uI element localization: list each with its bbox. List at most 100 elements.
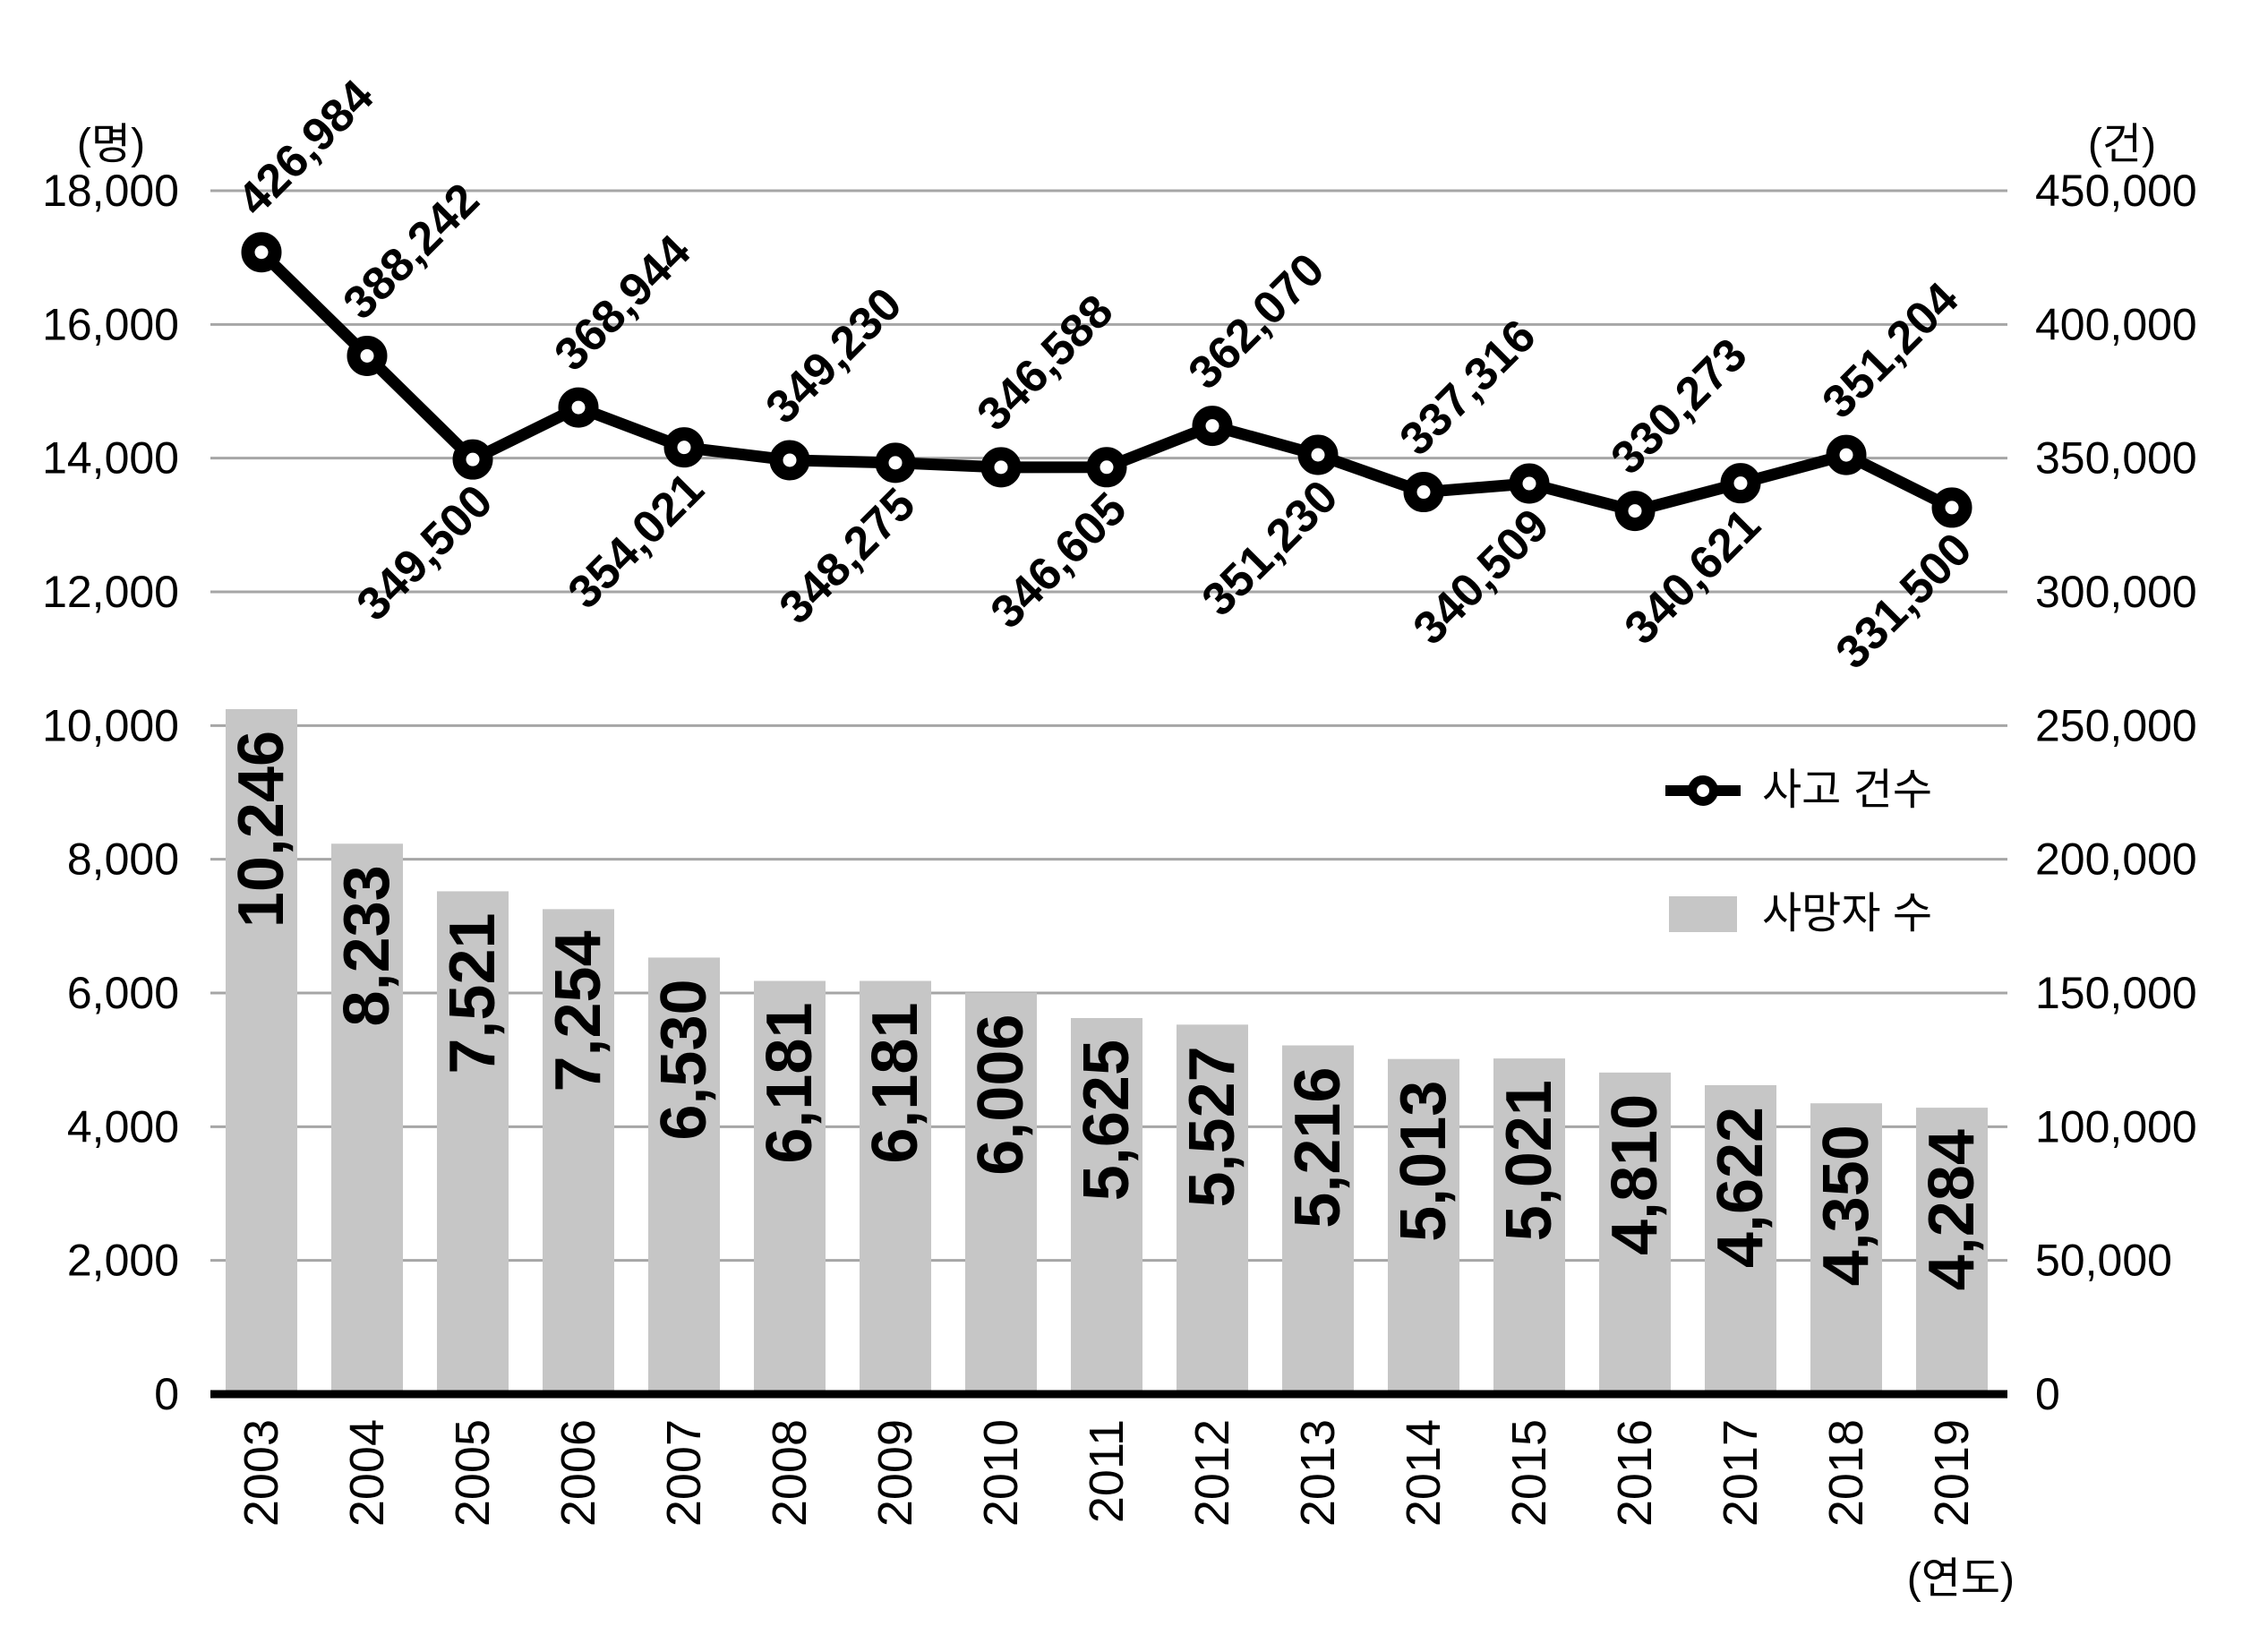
- right-axis-unit-label: (건): [2087, 121, 2157, 168]
- right-tick-label: 450,000: [2035, 166, 2197, 216]
- line-label-2011: 346,605: [981, 483, 1137, 638]
- left-tick-label: 16,000: [42, 299, 179, 349]
- bar-label-2006: 7,254: [543, 930, 614, 1091]
- right-tick-label: 350,000: [2035, 433, 2197, 484]
- legend: 사고 건수 사망자 수: [1664, 763, 1932, 942]
- marker-2011: [1086, 447, 1127, 488]
- left-tick-label: 10,000: [42, 700, 179, 750]
- bar-label-2008: 6,181: [754, 1002, 826, 1163]
- line-label-2015: 340,509: [1404, 499, 1560, 655]
- year-label-2007: 2007: [657, 1419, 711, 1527]
- bar-label-2011: 5,625: [1071, 1040, 1142, 1201]
- year-label-2018: 2018: [1819, 1419, 1873, 1527]
- left-tick-label: 8,000: [67, 835, 179, 885]
- bar-2009: [860, 980, 931, 1394]
- line-label-2018: 351,204: [1812, 273, 1968, 429]
- bar-label-2017: 4,622: [1705, 1107, 1776, 1268]
- line-label-2008: 349,230: [756, 278, 911, 434]
- left-tick-label: 4,000: [67, 1101, 179, 1151]
- year-label-2004: 2004: [340, 1419, 394, 1527]
- bar-label-2012: 5,527: [1177, 1046, 1248, 1207]
- line-label-2019: 331,500: [1827, 523, 1982, 679]
- line-label-2006: 368,944: [544, 226, 700, 381]
- left-tick-label: 6,000: [67, 968, 179, 1018]
- marker-2004: [347, 335, 388, 376]
- marker-2009: [875, 442, 916, 484]
- bar-label-2010: 6,006: [965, 1014, 1037, 1176]
- right-tick-label: 200,000: [2035, 835, 2197, 885]
- line-label-2014: 337,316: [1390, 310, 1545, 466]
- marker-2017: [1720, 463, 1761, 504]
- year-label-2006: 2006: [552, 1419, 605, 1527]
- bar-2006: [543, 909, 614, 1394]
- bar-label-2014: 5,013: [1388, 1081, 1459, 1242]
- bar-2013: [1282, 1045, 1354, 1394]
- bar-2015: [1493, 1058, 1565, 1394]
- left-tick-label: 14,000: [42, 433, 179, 484]
- year-label-2019: 2019: [1925, 1419, 1979, 1527]
- bar-label-2019: 4,284: [1916, 1129, 1988, 1290]
- left-axis-unit-label: (명): [76, 121, 146, 168]
- line-label-2016: 330,273: [1601, 329, 1757, 484]
- bar-2017: [1705, 1084, 1776, 1394]
- year-label-2016: 2016: [1608, 1419, 1662, 1527]
- legend-label-accidents: 사고 건수: [1762, 766, 1932, 814]
- year-label-2013: 2013: [1291, 1419, 1345, 1527]
- bar-2014: [1388, 1058, 1459, 1394]
- year-label-2011: 2011: [1080, 1419, 1134, 1523]
- marker-2005: [452, 439, 493, 480]
- marker-2018: [1826, 434, 1867, 475]
- marker-2010: [980, 447, 1022, 488]
- marker-2019: [1931, 487, 1972, 528]
- right-tick-label: 50,000: [2035, 1236, 2172, 1286]
- bar-label-2005: 7,521: [437, 912, 509, 1074]
- year-label-2017: 2017: [1714, 1419, 1767, 1527]
- line-label-2010: 346,588: [967, 285, 1123, 441]
- bar-2010: [965, 992, 1037, 1394]
- line-label-2012: 362,070: [1178, 244, 1334, 399]
- bar-2018: [1810, 1103, 1882, 1394]
- year-label-2008: 2008: [763, 1419, 817, 1527]
- bar-label-2015: 5,021: [1493, 1080, 1565, 1241]
- marker-2003: [241, 232, 282, 273]
- legend-item-deaths: 사망자 수: [1664, 886, 1932, 942]
- x-axis-unit-label: (연도): [1906, 1555, 2015, 1603]
- bar-2016: [1599, 1072, 1671, 1394]
- right-tick-label: 0: [2035, 1369, 2060, 1419]
- left-tick-label: 18,000: [42, 166, 179, 216]
- left-tick-label: 0: [154, 1369, 179, 1419]
- line-marker-swatch-icon: [1665, 775, 1741, 806]
- right-tick-label: 300,000: [2035, 567, 2197, 617]
- line-label-2004: 388,242: [333, 174, 489, 330]
- legend-item-accidents: 사고 건수: [1664, 763, 1932, 818]
- marker-2006: [558, 387, 599, 428]
- marker-2007: [663, 427, 705, 468]
- line-label-2013: 351,230: [1193, 470, 1348, 626]
- bar-label-2003: 10,246: [226, 731, 297, 928]
- line-label-2009: 348,275: [770, 478, 926, 634]
- bar-2008: [754, 980, 826, 1394]
- marker-2014: [1403, 472, 1444, 513]
- year-label-2014: 2014: [1397, 1419, 1450, 1527]
- bar-2019: [1916, 1108, 1988, 1394]
- bar-label-2009: 6,181: [860, 1002, 931, 1163]
- line-label-2005: 349,500: [347, 475, 503, 631]
- bar-label-2007: 6,530: [648, 979, 720, 1140]
- year-label-2005: 2005: [446, 1419, 500, 1527]
- right-tick-label: 150,000: [2035, 968, 2197, 1018]
- line-label-2007: 354,021: [559, 463, 715, 619]
- year-label-2010: 2010: [974, 1419, 1028, 1527]
- right-tick-label: 400,000: [2035, 299, 2197, 349]
- bar-2003: [226, 708, 297, 1394]
- bar-2005: [437, 891, 509, 1394]
- marker-2013: [1297, 434, 1339, 475]
- bar-label-2013: 5,216: [1282, 1067, 1354, 1228]
- marker-2012: [1192, 406, 1233, 447]
- bar-label-2016: 4,810: [1599, 1094, 1671, 1255]
- bar-label-2004: 8,233: [331, 865, 403, 1026]
- bar-2012: [1177, 1024, 1248, 1394]
- bar-swatch-icon: [1669, 896, 1737, 932]
- year-label-2003: 2003: [235, 1419, 288, 1527]
